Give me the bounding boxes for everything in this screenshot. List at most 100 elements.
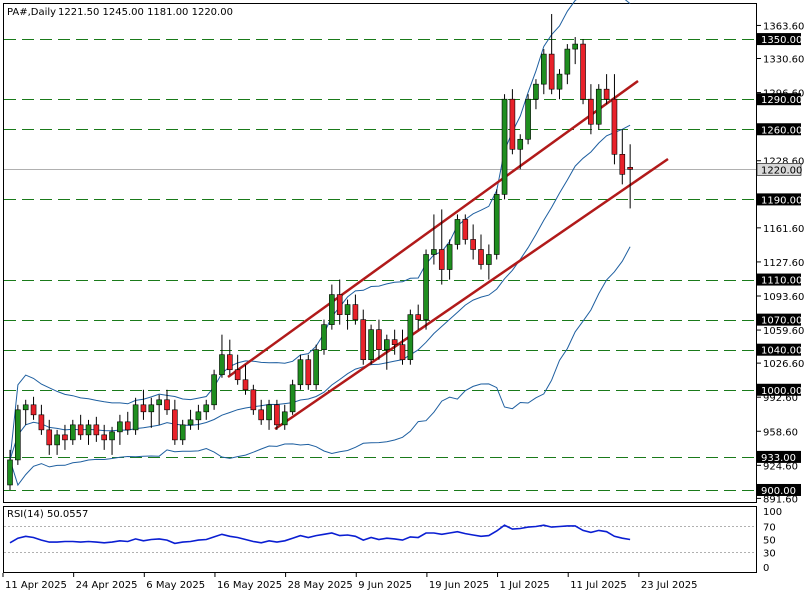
candle-body [454, 219, 461, 245]
level-label: 900.00 [761, 486, 796, 497]
candle-body [344, 304, 351, 315]
candle [383, 334, 390, 370]
candle [376, 319, 382, 360]
price-axis: 1363.601330.601296.601228.601161.601127.… [756, 21, 804, 505]
bollinger-lower [9, 246, 631, 487]
candle [509, 89, 516, 155]
channel-lower-line [274, 157, 669, 431]
candle-body [179, 424, 186, 441]
candle-body [415, 314, 422, 320]
candle [462, 214, 469, 245]
time-tick-label: 1 Jul 2025 [500, 580, 550, 591]
candle-body [289, 384, 296, 413]
level-label-bg [757, 93, 801, 106]
candles [7, 14, 633, 490]
level-label-bg [757, 383, 801, 396]
price-tick-label: 891.60 [763, 494, 798, 505]
candle-body [140, 404, 147, 413]
current-price-label-bg [756, 163, 802, 176]
candle [446, 239, 453, 280]
candle [164, 389, 170, 415]
candle [289, 379, 296, 415]
level-label-bg [757, 343, 801, 356]
time-tick-label: 11 Jul 2025 [570, 580, 627, 591]
candle-body [234, 369, 241, 381]
price-tick-label: 924.60 [763, 461, 798, 472]
time-tick-label: 19 Jun 2025 [429, 580, 489, 591]
level-label: 1070.00 [761, 316, 802, 327]
rsi-axis-label: 50 [763, 536, 776, 547]
candle-body [321, 324, 327, 350]
candle [187, 409, 194, 430]
candle [517, 134, 524, 170]
level-label-bg [757, 483, 801, 496]
level-label: 1350.00 [761, 35, 802, 46]
candle [172, 399, 178, 445]
candle-body [187, 419, 194, 426]
candle-body [274, 404, 280, 426]
candle [431, 214, 437, 265]
chart-symbol: PA#,Daily [7, 7, 56, 18]
candle-body [109, 431, 115, 441]
candle [211, 369, 217, 410]
candle [266, 399, 272, 430]
rsi-indicator: 100 70 50 30 0 [4, 507, 782, 574]
price-tick-label: 1026.60 [763, 359, 804, 370]
candle-body [266, 404, 272, 421]
candle-body [195, 411, 202, 421]
candle-body [46, 429, 53, 446]
candle-body [572, 43, 579, 50]
candle [486, 244, 492, 280]
candle [368, 324, 374, 365]
bollinger-middle [9, 124, 631, 461]
level-label-bg [757, 123, 801, 136]
candle-body [564, 48, 571, 75]
candle [85, 419, 92, 445]
candle [46, 419, 53, 455]
candle [242, 364, 249, 395]
candle-body [62, 434, 68, 441]
candle-body [30, 404, 37, 416]
rsi-header: RSI(14) 50.0557 [7, 509, 88, 520]
trend-channel [227, 79, 669, 431]
candle [195, 404, 202, 430]
candle [572, 37, 579, 65]
candle-body [219, 354, 225, 376]
candle [109, 426, 115, 455]
candle-body [305, 359, 312, 386]
rsi-axis-label: 30 [763, 549, 776, 560]
chart-ohlc: 1221.50 1245.00 1181.00 1220.00 [58, 7, 233, 18]
candle-body [548, 53, 555, 90]
time-axis: 11 Apr 2025 24 Apr 2025 6 May 2025 16 May 2… [2, 573, 697, 591]
candle-body [619, 154, 626, 175]
time-tick-label: 16 May 2025 [217, 580, 282, 591]
price-tick-label: 1228.60 [763, 157, 804, 168]
candle-body [493, 194, 500, 255]
candle [588, 84, 594, 135]
candle-body [525, 98, 531, 140]
candle [407, 309, 414, 365]
candle [38, 404, 45, 435]
candle [258, 399, 265, 425]
candle-body [148, 404, 155, 413]
level-label: 1000.00 [761, 386, 802, 397]
candle-body [70, 424, 76, 441]
candle-body [15, 409, 21, 461]
candle-body [250, 389, 257, 411]
candle [501, 94, 508, 200]
candle [603, 74, 610, 105]
candle-body [258, 409, 265, 421]
bollinger-upper [9, 0, 631, 460]
candle-body [172, 409, 178, 441]
candle [22, 399, 29, 425]
candle-body [509, 98, 516, 150]
candle [493, 189, 500, 260]
candle-body [368, 329, 374, 361]
time-tick-label: 6 May 2025 [146, 580, 205, 591]
candle-body [423, 254, 429, 320]
level-label: 1040.00 [761, 346, 802, 357]
level-label-bg [757, 33, 801, 46]
candle-body [486, 254, 492, 265]
candle-body [93, 424, 100, 436]
level-label-bg [757, 313, 801, 326]
